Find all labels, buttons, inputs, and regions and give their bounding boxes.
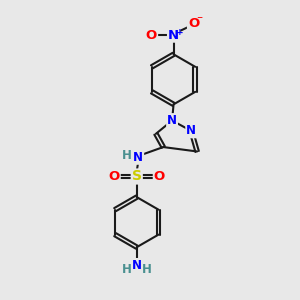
Text: N: N xyxy=(132,259,142,272)
Text: S: S xyxy=(132,169,142,184)
Text: H: H xyxy=(122,263,131,276)
Text: O: O xyxy=(188,17,199,31)
Text: N: N xyxy=(167,114,177,127)
Text: O: O xyxy=(109,170,120,183)
Text: O: O xyxy=(146,29,157,42)
Text: ⁻: ⁻ xyxy=(196,14,203,28)
Text: H: H xyxy=(122,149,132,162)
Text: N: N xyxy=(186,124,196,137)
Text: +: + xyxy=(176,28,184,37)
Text: N: N xyxy=(133,151,143,164)
Text: O: O xyxy=(154,170,165,183)
Text: H: H xyxy=(142,263,152,276)
Text: N: N xyxy=(168,29,179,42)
